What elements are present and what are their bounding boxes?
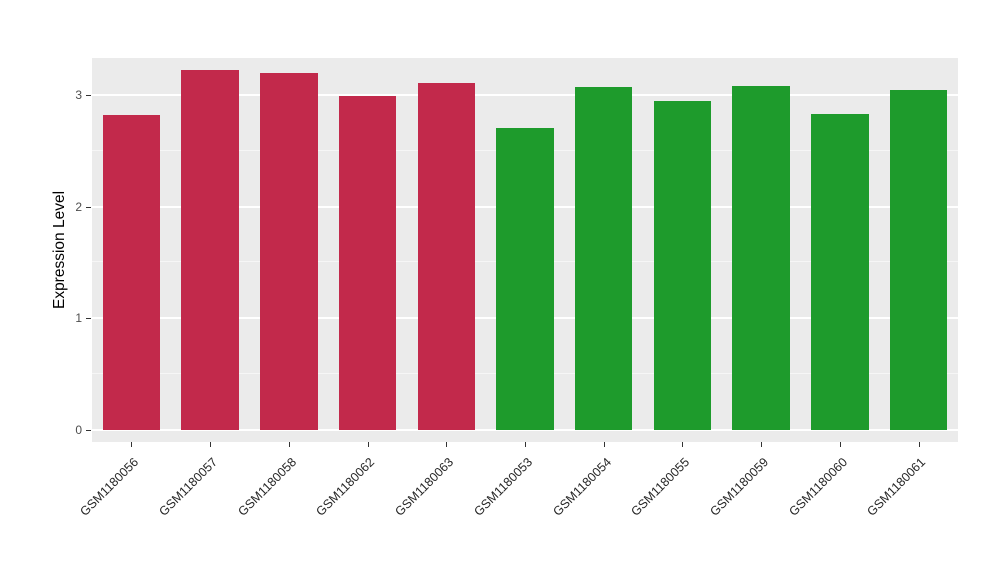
x-tick-mark: [682, 442, 684, 447]
x-tick-label: GSM1180055: [628, 455, 693, 519]
bar-GSM1180057: [181, 70, 239, 430]
x-tick-mark: [367, 442, 369, 447]
y-tick-label: 0: [75, 423, 82, 437]
x-tick-label: GSM1180056: [77, 455, 142, 519]
bar-GSM1180061: [889, 90, 948, 430]
x-tick-mark: [603, 442, 605, 447]
bar-GSM1180063: [417, 82, 475, 430]
x-tick-label: GSM1180059: [707, 455, 772, 519]
bar-GSM1180053: [496, 128, 554, 430]
x-tick-mark: [210, 442, 212, 447]
x-tick-label: GSM1180058: [234, 455, 299, 519]
plot-panel: [92, 58, 958, 442]
x-tick-mark: [525, 442, 526, 447]
x-tick-label: GSM1180061: [864, 455, 929, 519]
x-tick-mark: [761, 442, 763, 447]
y-tick-mark: [86, 430, 91, 431]
x-tick-label: GSM1180057: [156, 455, 220, 519]
y-tick-mark: [86, 318, 91, 320]
x-tick-mark: [131, 442, 133, 447]
y-tick-label: 1: [75, 311, 82, 326]
bar-GSM1180056: [102, 115, 161, 430]
y-tick-label: 3: [75, 87, 82, 102]
gridline-major: [92, 93, 958, 96]
x-tick-mark: [288, 442, 290, 447]
y-tick-mark: [86, 94, 91, 96]
gridline-major: [92, 429, 958, 431]
x-tick-label: GSM1180053: [471, 455, 535, 519]
y-tick-label: 2: [75, 199, 82, 214]
x-tick-label: GSM1180062: [313, 455, 378, 519]
x-tick-label: GSM1180063: [392, 455, 457, 519]
x-tick-mark: [446, 442, 448, 447]
bar-GSM1180060: [811, 113, 869, 430]
bar-GSM1180059: [732, 85, 790, 430]
x-tick-mark: [918, 442, 920, 447]
bar-GSM1180054: [574, 87, 633, 430]
bar-GSM1180062: [338, 96, 397, 430]
x-tick-mark: [839, 442, 841, 447]
x-axis-labels: GSM1180056 GSM1180057 GSM1180058 GSM1180062…: [77, 451, 958, 576]
x-tick-label: GSM1180054: [549, 455, 614, 519]
bar-GSM1180058: [260, 72, 318, 430]
y-tick-mark: [86, 206, 91, 208]
x-tick-label: GSM1180060: [786, 455, 850, 519]
bar-GSM1180055: [653, 100, 712, 430]
